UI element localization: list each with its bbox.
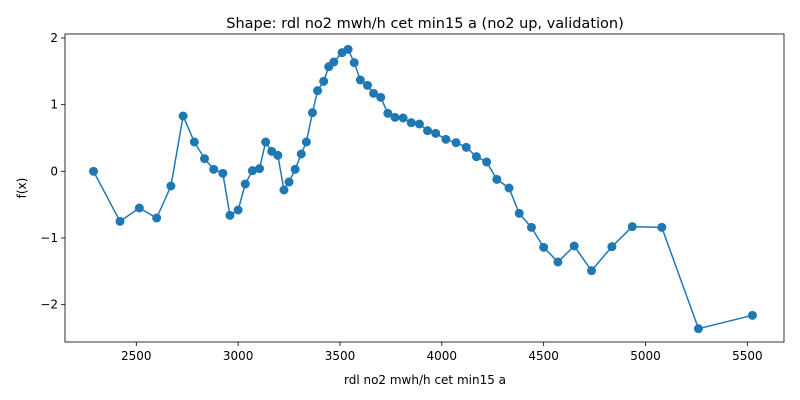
x-axis-label: rdl no2 mwh/h cet min15 a — [344, 373, 506, 387]
data-point — [431, 128, 441, 138]
data-point — [376, 92, 386, 102]
x-tick-label: 4500 — [528, 349, 559, 363]
chart-title: Shape: rdl no2 mwh/h cet min15 a (no2 up… — [226, 16, 624, 32]
data-point — [383, 108, 393, 118]
data-point — [362, 80, 372, 90]
data-point — [273, 150, 283, 160]
x-tick-label: 5000 — [630, 349, 661, 363]
data-point — [301, 137, 311, 147]
y-tick-label: 1 — [50, 98, 58, 112]
data-point — [406, 118, 416, 128]
data-point — [178, 111, 188, 121]
data-point — [441, 134, 451, 144]
data-point — [290, 164, 300, 174]
data-point — [152, 213, 162, 223]
data-point — [693, 324, 703, 334]
y-tick-label: 2 — [50, 31, 58, 45]
data-point — [451, 138, 461, 148]
data-point — [471, 152, 481, 162]
data-point — [423, 126, 433, 136]
data-point — [514, 208, 524, 218]
y-axis-label: f(x) — [15, 178, 29, 199]
data-point — [627, 222, 637, 232]
data-point — [134, 203, 144, 213]
data-point — [369, 88, 379, 98]
data-point — [492, 174, 502, 184]
plot-frame — [64, 33, 785, 343]
data-point — [553, 257, 563, 267]
data-point — [200, 154, 210, 164]
data-point — [398, 113, 408, 123]
x-tick-label: 3000 — [223, 349, 254, 363]
data-point — [539, 242, 549, 252]
x-tick-label: 4000 — [427, 349, 458, 363]
data-point — [349, 58, 359, 68]
data-point — [307, 108, 317, 118]
x-tick-label: 3500 — [325, 349, 356, 363]
data-point — [461, 142, 471, 152]
data-point — [89, 166, 99, 176]
data-point — [343, 44, 353, 54]
data-point — [482, 157, 492, 167]
y-tick-label: −1 — [40, 231, 58, 245]
data-point — [261, 137, 271, 147]
y-tick-label: 0 — [50, 164, 58, 178]
data-point — [319, 76, 329, 86]
data-point — [247, 166, 257, 176]
data-point — [284, 177, 294, 187]
data-point — [390, 112, 400, 122]
x-axis: 2500 3000 3500 4000 4500 5000 5500 — [121, 342, 763, 363]
data-point — [504, 183, 514, 193]
x-tick-label: 5500 — [732, 349, 763, 363]
data-point — [313, 86, 323, 96]
data-point — [218, 168, 228, 178]
data-point — [414, 119, 424, 129]
data-point — [233, 205, 243, 215]
data-point — [296, 149, 306, 159]
data-point — [747, 310, 757, 320]
y-tick-label: −2 — [40, 298, 58, 312]
data-point — [526, 222, 536, 232]
data-point — [225, 210, 235, 220]
data-point — [189, 137, 199, 147]
data-point — [607, 242, 617, 252]
data-point — [569, 241, 579, 251]
data-point — [329, 57, 339, 67]
data-point — [355, 75, 365, 85]
data-point — [657, 222, 667, 232]
plot-area — [89, 44, 757, 334]
data-point — [166, 181, 176, 191]
data-point — [255, 164, 265, 174]
data-point — [279, 185, 289, 195]
x-tick-label: 2500 — [121, 349, 152, 363]
data-point — [240, 179, 250, 189]
y-axis: −2 −1 0 1 2 — [40, 31, 65, 312]
data-point — [209, 164, 219, 174]
data-point — [587, 266, 597, 276]
data-point — [115, 216, 125, 226]
